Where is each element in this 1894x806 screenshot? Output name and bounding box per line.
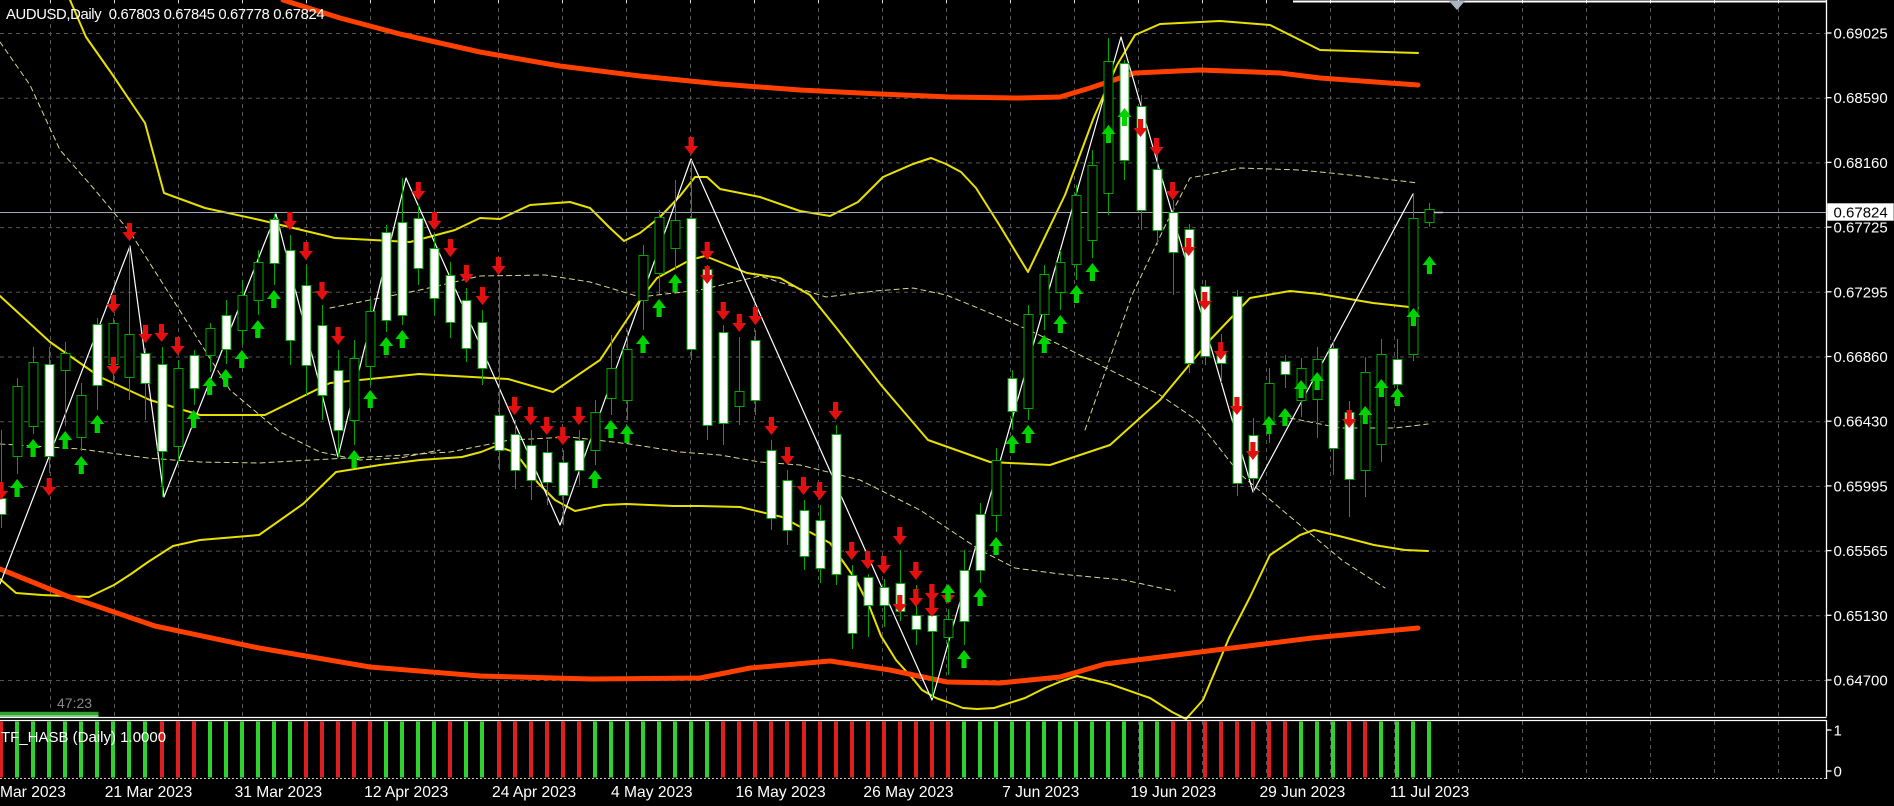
svg-text:0.65565: 0.65565 [1834, 543, 1888, 560]
svg-text:0.68590: 0.68590 [1834, 90, 1888, 107]
svg-text:TF_HASB (Daily) 1.0000: TF_HASB (Daily) 1.0000 [1, 729, 166, 746]
svg-text:0.64700: 0.64700 [1834, 673, 1888, 690]
svg-text:0.67295: 0.67295 [1834, 284, 1888, 301]
svg-text:12 Apr 2023: 12 Apr 2023 [364, 784, 448, 801]
svg-text:0.66860: 0.66860 [1834, 349, 1888, 366]
svg-text:29 Jun 2023: 29 Jun 2023 [1259, 784, 1345, 801]
svg-text:19 Jun 2023: 19 Jun 2023 [1130, 784, 1216, 801]
svg-text:0.67725: 0.67725 [1834, 220, 1888, 237]
svg-text:7 Jun 2023: 7 Jun 2023 [1002, 784, 1079, 801]
svg-text:24 Apr 2023: 24 Apr 2023 [492, 784, 576, 801]
svg-text:47:23: 47:23 [57, 695, 92, 711]
svg-text:4 May 2023: 4 May 2023 [611, 784, 693, 801]
svg-text:11 Jul 2023: 11 Jul 2023 [1390, 784, 1469, 801]
svg-text:16 May 2023: 16 May 2023 [736, 784, 826, 801]
svg-text:1: 1 [1834, 723, 1842, 740]
svg-text:0.65995: 0.65995 [1834, 478, 1888, 495]
svg-text:21 Mar 2023: 21 Mar 2023 [105, 784, 193, 801]
svg-text:0.69025: 0.69025 [1834, 26, 1888, 43]
svg-text:0: 0 [1834, 764, 1842, 781]
svg-text:31 Mar 2023: 31 Mar 2023 [235, 784, 323, 801]
svg-text:0.67824: 0.67824 [1834, 204, 1888, 221]
svg-text:Mar 2023: Mar 2023 [0, 784, 66, 801]
svg-text:0.66430: 0.66430 [1834, 414, 1888, 431]
svg-text:0.65130: 0.65130 [1834, 608, 1888, 625]
svg-text:AUDUSD,Daily 0.67803 0.67845: AUDUSD,Daily 0.67803 0.67845 0.67778 0.6… [6, 7, 324, 23]
svg-text:0.68160: 0.68160 [1834, 155, 1888, 172]
svg-text:26 May 2023: 26 May 2023 [863, 784, 953, 801]
